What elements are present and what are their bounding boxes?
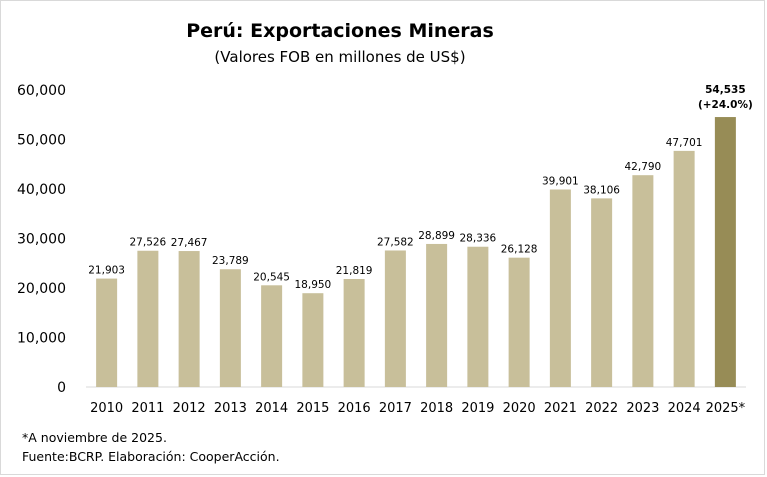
data-label: 20,545	[253, 271, 290, 283]
data-label: 38,106	[583, 184, 620, 196]
footnote-source: Fuente:BCRP. Elaboración: CooperAcción.	[22, 449, 280, 464]
x-tick-label: 2018	[420, 401, 453, 416]
bar	[673, 150, 695, 387]
x-tick-label: 2011	[131, 401, 164, 416]
data-label: 27,582	[377, 236, 414, 248]
bar	[137, 250, 159, 387]
data-label: 27,467	[171, 237, 208, 249]
x-tick-label: 2014	[255, 401, 288, 416]
bar	[549, 189, 571, 387]
y-tick-label: 10,000	[17, 331, 66, 347]
footnote-date: *A noviembre de 2025.	[22, 430, 167, 445]
bar	[343, 278, 365, 387]
bar	[632, 175, 654, 387]
bar	[508, 257, 530, 387]
bar	[426, 243, 448, 387]
bar	[467, 246, 489, 387]
bar	[261, 285, 283, 387]
x-tick-label: 2013	[214, 401, 247, 416]
x-tick-label: 2019	[461, 401, 494, 416]
data-label: 26,128	[501, 244, 538, 256]
bar	[384, 250, 406, 387]
x-tick-label: 2010	[90, 401, 123, 416]
chart-title: Perú: Exportaciones Mineras	[186, 20, 494, 42]
data-label: 28,899	[418, 230, 455, 242]
x-tick-label: 2021	[544, 401, 577, 416]
y-tick-label: 30,000	[17, 232, 66, 248]
data-label: 28,336	[460, 233, 497, 245]
x-tick-label: 2016	[338, 401, 371, 416]
data-label: 21,903	[88, 265, 125, 277]
bar	[96, 278, 118, 387]
bar	[219, 269, 241, 387]
data-label: 54,535	[705, 84, 746, 96]
x-tick-label: 2015	[296, 401, 329, 416]
x-tick-label: 2025*	[706, 401, 746, 416]
data-label: 23,789	[212, 255, 249, 267]
y-tick-label: 40,000	[17, 182, 66, 198]
x-tick-label: 2012	[173, 401, 206, 416]
x-tick-label: 2023	[626, 401, 659, 416]
x-tick-label: 2020	[503, 401, 536, 416]
growth-label: (+24.0%)	[698, 99, 753, 111]
data-label: 21,819	[336, 265, 373, 277]
y-tick-label: 50,000	[17, 133, 66, 149]
data-label: 47,701	[666, 137, 703, 149]
bar	[178, 251, 200, 387]
data-label: 42,790	[625, 161, 662, 173]
y-tick-label: 60,000	[17, 83, 66, 99]
x-tick-label: 2024	[668, 401, 701, 416]
bar-highlight	[714, 117, 736, 387]
x-tick-label: 2017	[379, 401, 412, 416]
data-label: 39,901	[542, 175, 579, 187]
chart-subtitle: (Valores FOB en millones de US$)	[214, 48, 466, 66]
x-tick-label: 2022	[585, 401, 618, 416]
bar	[591, 198, 613, 387]
bar	[302, 293, 324, 387]
y-tick-label: 20,000	[17, 281, 66, 297]
y-tick-label: 0	[57, 380, 66, 396]
data-label: 18,950	[295, 279, 332, 291]
data-label: 27,526	[130, 237, 167, 249]
